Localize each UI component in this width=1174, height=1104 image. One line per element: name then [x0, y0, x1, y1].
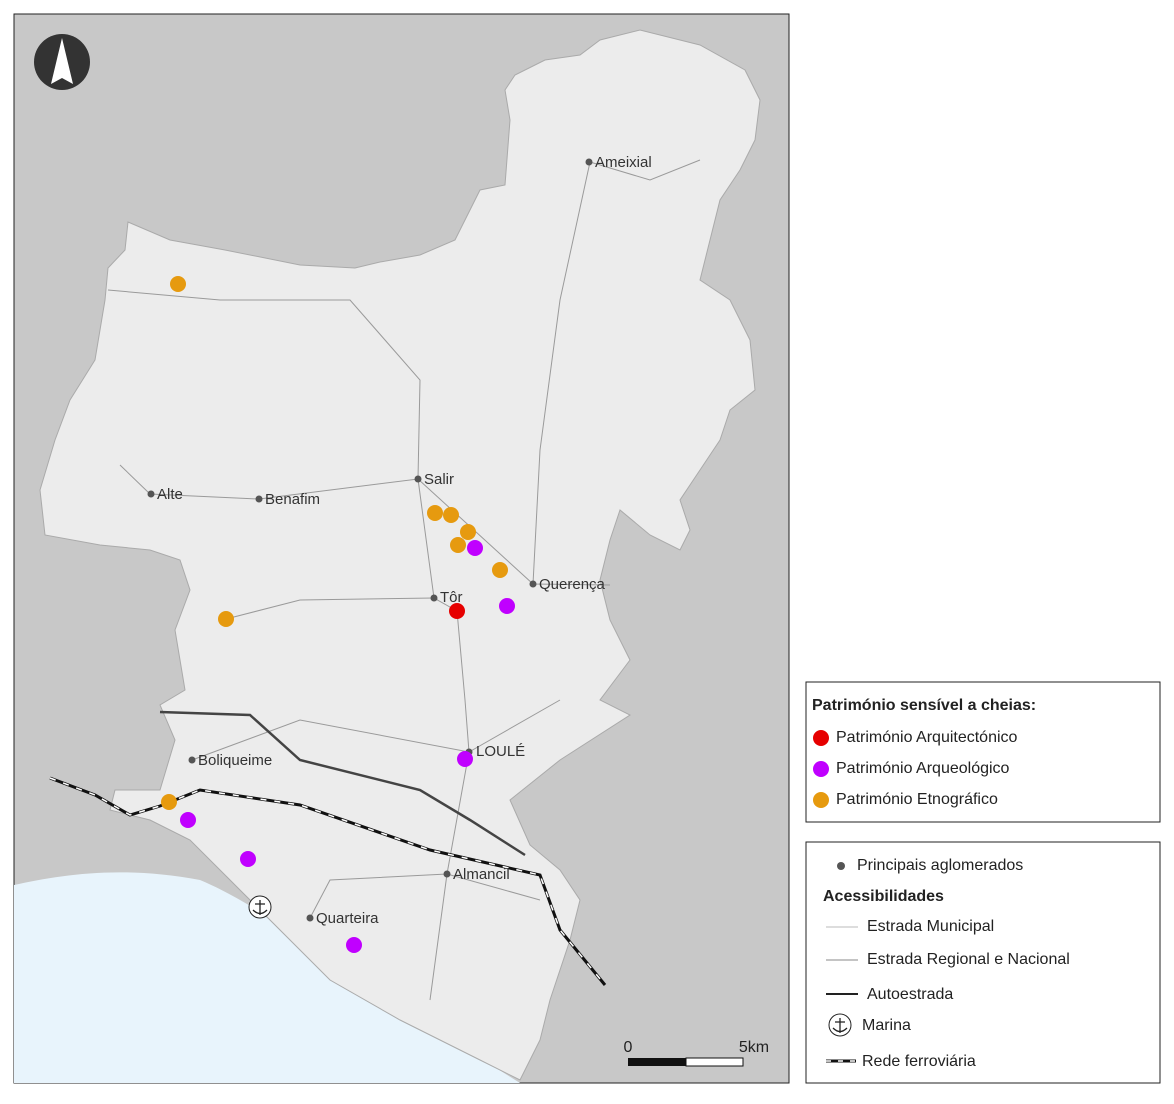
- legend-item: Património Arqueológico: [836, 760, 1010, 777]
- place-label: Tôr: [440, 589, 463, 606]
- scale-label: 0: [624, 1039, 633, 1056]
- legend-item: Património Arquitectónico: [836, 729, 1018, 746]
- legend-item: Estrada Municipal: [867, 918, 994, 935]
- legend-item: Património Etnográfico: [836, 791, 998, 808]
- place-label: Querença: [539, 576, 606, 593]
- place-label: Benafim: [265, 491, 320, 508]
- place-label: Alte: [157, 486, 183, 503]
- place-label: Quarteira: [316, 910, 379, 927]
- place-label: LOULÉ: [476, 743, 525, 760]
- marina-symbol: [248, 895, 272, 919]
- legend-heritage: Património sensível a cheias: Património…: [805, 681, 1161, 823]
- settlement-dots: [147, 158, 593, 922]
- heritage-sites: [161, 276, 515, 953]
- sea: [14, 872, 520, 1083]
- motorway: [159, 710, 526, 857]
- legend-title: Património sensível a cheias:: [812, 697, 1036, 714]
- municipality: [39, 29, 761, 1081]
- place-label: Almancil: [453, 866, 510, 883]
- legend-subtitle: Acessibilidades: [823, 888, 944, 905]
- legend-item: Estrada Regional e Nacional: [867, 951, 1070, 968]
- legend-item: Rede ferroviária: [862, 1053, 976, 1070]
- scale-bar: 0 5km: [624, 1039, 769, 1067]
- legend-item: Autoestrada: [867, 986, 953, 1003]
- place-label: Boliqueime: [198, 752, 272, 769]
- place-label: Ameixial: [595, 154, 652, 171]
- north-arrow: [34, 34, 90, 90]
- place-label: Salir: [424, 471, 454, 488]
- legend-item: Marina: [862, 1017, 911, 1034]
- railway-dash: [49, 777, 606, 986]
- legend-item: Principais aglomerados: [857, 857, 1023, 874]
- scale-label: 5km: [739, 1039, 769, 1056]
- legend-other: Principais aglomerados Acessibilidades E…: [805, 841, 1161, 1084]
